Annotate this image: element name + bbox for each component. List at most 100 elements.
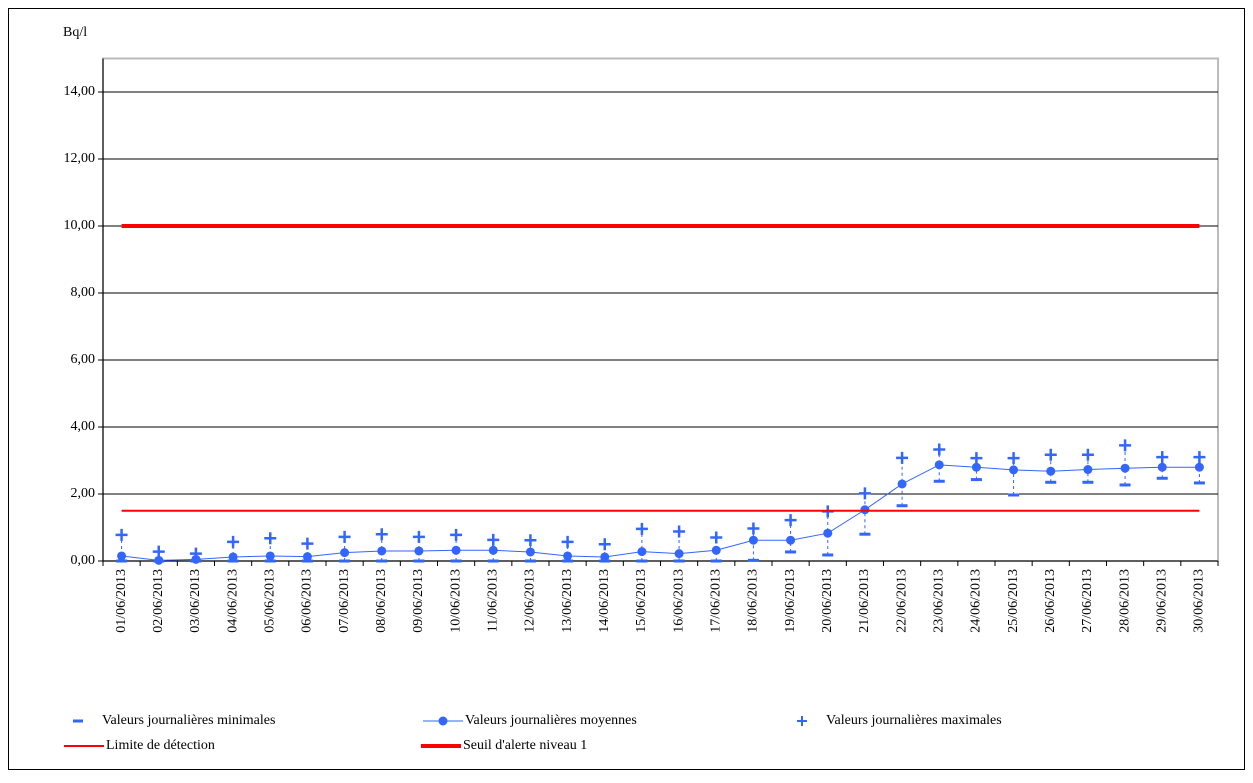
point bbox=[635, 522, 648, 535]
point bbox=[488, 545, 498, 555]
point bbox=[970, 478, 982, 482]
y-tick-label: 8,00 bbox=[71, 285, 96, 300]
legend-item: Seuil d'alerte niveau 1 bbox=[421, 738, 587, 753]
point bbox=[1156, 476, 1168, 480]
point bbox=[674, 549, 684, 559]
x-tick-label: 19/06/2013 bbox=[783, 569, 798, 633]
point bbox=[710, 531, 723, 544]
point bbox=[637, 547, 647, 557]
point bbox=[302, 552, 312, 562]
point bbox=[265, 551, 275, 561]
y-tick-label: 0,00 bbox=[71, 553, 96, 568]
x-tick-label: 03/06/2013 bbox=[188, 569, 203, 633]
x-tick-label: 11/06/2013 bbox=[485, 569, 500, 632]
x-tick-label: 25/06/2013 bbox=[1006, 569, 1021, 633]
point bbox=[970, 452, 983, 465]
x-tick-label: 08/06/2013 bbox=[374, 569, 389, 633]
point bbox=[1044, 448, 1057, 461]
point bbox=[1119, 439, 1132, 452]
point bbox=[301, 537, 314, 550]
point bbox=[450, 528, 463, 541]
legend-label: Valeurs journalières minimales bbox=[102, 713, 275, 728]
x-tick-label: 20/06/2013 bbox=[820, 569, 835, 633]
point bbox=[747, 522, 760, 535]
point bbox=[264, 532, 277, 545]
legend-marker bbox=[438, 716, 448, 726]
y-axis-unit: Bq/l bbox=[63, 25, 87, 40]
point bbox=[933, 443, 946, 456]
point bbox=[860, 505, 870, 515]
x-tick-label: 01/06/2013 bbox=[114, 569, 129, 633]
point bbox=[747, 558, 759, 562]
point bbox=[897, 479, 907, 489]
point bbox=[152, 545, 165, 558]
point bbox=[858, 487, 871, 500]
point bbox=[711, 545, 721, 555]
point bbox=[525, 547, 535, 557]
y-tick-label: 10,00 bbox=[64, 218, 96, 233]
point bbox=[1119, 483, 1131, 487]
point bbox=[414, 546, 424, 556]
point bbox=[822, 553, 834, 557]
x-tick-label: 13/06/2013 bbox=[560, 569, 575, 633]
point bbox=[524, 534, 537, 547]
point bbox=[227, 535, 240, 548]
legend-label: Limite de détection bbox=[106, 738, 215, 753]
x-tick-label: 22/06/2013 bbox=[894, 569, 909, 633]
legend-marker bbox=[73, 719, 83, 723]
point bbox=[823, 528, 833, 538]
point bbox=[934, 460, 944, 470]
x-tick-label: 21/06/2013 bbox=[857, 569, 872, 633]
x-tick-label: 04/06/2013 bbox=[225, 569, 240, 633]
point bbox=[748, 535, 758, 545]
point bbox=[1082, 480, 1094, 484]
x-tick-label: 06/06/2013 bbox=[300, 569, 315, 633]
x-tick-label: 07/06/2013 bbox=[337, 569, 352, 633]
point bbox=[598, 538, 611, 551]
legend-item: Valeurs journalières moyennes bbox=[423, 713, 637, 728]
point bbox=[1193, 451, 1206, 464]
point bbox=[116, 559, 128, 563]
point bbox=[710, 559, 722, 563]
point bbox=[340, 548, 350, 558]
point bbox=[1009, 465, 1019, 475]
x-tick-label: 12/06/2013 bbox=[523, 569, 538, 633]
point bbox=[600, 552, 610, 562]
point bbox=[115, 528, 128, 541]
point bbox=[784, 514, 797, 527]
point bbox=[786, 535, 796, 545]
point bbox=[1120, 463, 1130, 473]
series-line bbox=[121, 464, 1200, 561]
point bbox=[1081, 448, 1094, 461]
point bbox=[1045, 480, 1057, 484]
point bbox=[451, 545, 461, 555]
point bbox=[228, 552, 238, 562]
x-tick-label: 05/06/2013 bbox=[262, 569, 277, 633]
point bbox=[971, 462, 981, 472]
point bbox=[1157, 462, 1167, 472]
point bbox=[450, 559, 462, 563]
y-tick-label: 4,00 bbox=[71, 419, 96, 434]
legend-marker bbox=[797, 716, 807, 726]
point bbox=[859, 532, 871, 536]
point bbox=[896, 504, 908, 508]
x-tick-label: 26/06/2013 bbox=[1043, 569, 1058, 633]
point bbox=[413, 559, 425, 563]
x-tick-label: 15/06/2013 bbox=[634, 569, 649, 633]
point bbox=[1083, 465, 1093, 475]
point bbox=[673, 525, 686, 538]
point bbox=[376, 559, 388, 563]
y-tick-label: 6,00 bbox=[71, 352, 96, 367]
point bbox=[339, 559, 351, 563]
x-tick-label: 30/06/2013 bbox=[1192, 569, 1207, 633]
legend-item: Valeurs journalières minimales bbox=[73, 713, 275, 728]
point bbox=[189, 547, 202, 560]
point bbox=[636, 559, 648, 563]
point bbox=[563, 551, 573, 561]
y-tick-label: 12,00 bbox=[64, 151, 96, 166]
point bbox=[338, 530, 351, 543]
point bbox=[375, 528, 388, 541]
x-tick-label: 02/06/2013 bbox=[151, 569, 166, 633]
x-tick-label: 27/06/2013 bbox=[1080, 569, 1095, 633]
